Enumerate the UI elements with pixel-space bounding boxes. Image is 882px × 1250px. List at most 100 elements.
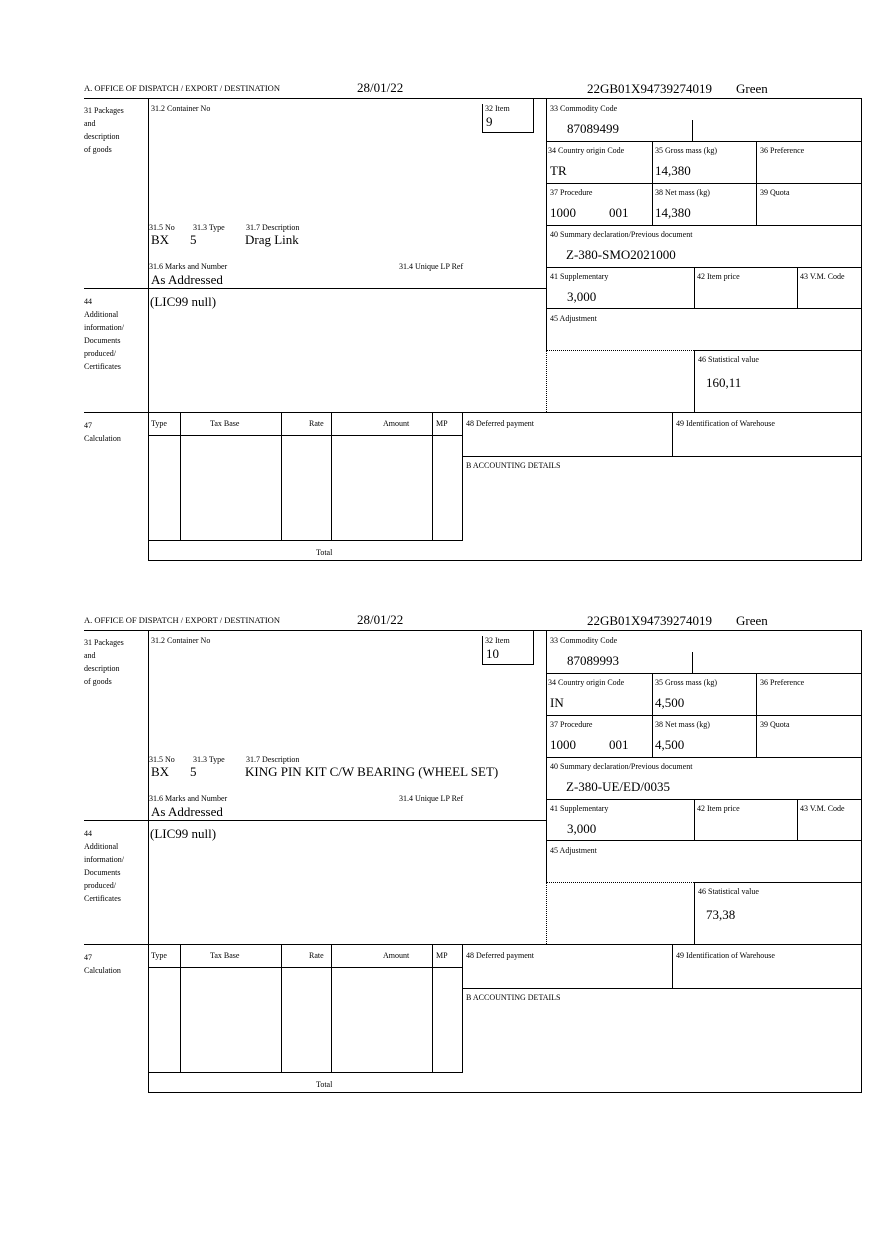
no-label: 31.5 No [149, 223, 175, 232]
box-31-label: 31 Packages and description of goods [84, 104, 124, 156]
type-label: 31.3 Type [193, 223, 225, 232]
declaration-item-form: A. OFFICE OF DISPATCH / EXPORT / DESTINA… [0, 0, 882, 561]
unique-ref-label: 31.4 Unique LP Ref [399, 262, 464, 271]
box-44-label: 44 Additional information/ Documents pro… [84, 295, 124, 373]
total-label: Total [316, 548, 333, 557]
supplementary: 3,000 [567, 289, 597, 304]
declaration-item-form: A. OFFICE OF DISPATCH / EXPORT / DESTINA… [0, 532, 882, 1093]
quota-label: 39 Quota [760, 188, 790, 197]
calc-col-mp: MP [436, 419, 448, 428]
date: 28/01/22 [357, 612, 404, 627]
calc-col-rate: Rate [309, 419, 324, 428]
deferred-label: 48 Deferred payment [466, 951, 534, 960]
label-line: information/ [84, 855, 124, 864]
container-label: 31.2 Container No [151, 104, 211, 113]
warehouse-label: 49 Identification of Warehouse [676, 951, 775, 960]
commodity-label: 33 Commodity Code [550, 104, 618, 113]
summary-label: 40 Summary declaration/Previous document [550, 762, 693, 771]
office-label: A. OFFICE OF DISPATCH / EXPORT / DESTINA… [84, 83, 280, 93]
label-line: 31 Packages [84, 106, 124, 115]
commodity-code: 87089499 [567, 121, 619, 136]
quota-label: 39 Quota [760, 720, 790, 729]
previous-document: Z-380-UE/ED/0035 [566, 779, 670, 794]
package-kind: BX [151, 764, 170, 779]
deferred-label: 48 Deferred payment [466, 419, 534, 428]
gross-mass-label: 35 Gross mass (kg) [655, 146, 717, 155]
procedure-extra: 001 [609, 205, 629, 220]
label-line: Documents [84, 868, 121, 877]
statistical-value: 73,38 [706, 907, 736, 922]
adjustment-label: 45 Adjustment [550, 314, 597, 323]
unique-ref-label: 31.4 Unique LP Ref [399, 794, 464, 803]
supplementary-label: 41 Supplementary [550, 804, 609, 813]
label-line: Calculation [84, 966, 121, 975]
label-line: 31 Packages [84, 638, 124, 647]
calc-col-amount: Amount [383, 951, 410, 960]
commodity-label: 33 Commodity Code [550, 636, 618, 645]
label-line: Certificates [84, 894, 121, 903]
box-47-label: 47 Calculation [84, 419, 121, 445]
item-price-label: 42 Item price [697, 804, 740, 813]
route: Green [736, 613, 768, 628]
calc-col-type: Type [151, 951, 167, 960]
label-line: produced/ [84, 881, 116, 890]
item-value: 10 [486, 646, 499, 661]
label-line: 47 [84, 953, 92, 962]
label-line: Additional [84, 842, 119, 851]
box-44-label: 44 Additional information/ Documents pro… [84, 827, 124, 905]
country-label: 34 Country origin Code [548, 146, 625, 155]
label-line: and [84, 651, 96, 660]
type-label: 31.3 Type [193, 755, 225, 764]
country-origin: TR [550, 163, 567, 178]
adjustment-label: 45 Adjustment [550, 846, 597, 855]
package-count: 5 [190, 764, 197, 779]
warehouse-label: 49 Identification of Warehouse [676, 419, 775, 428]
net-mass-label: 38 Net mass (kg) [655, 720, 710, 729]
package-count: 5 [190, 232, 197, 247]
country-origin: IN [550, 695, 564, 710]
statistical-label: 46 Statistical value [698, 887, 759, 896]
label-line: Calculation [84, 434, 121, 443]
item-value: 9 [486, 114, 493, 129]
label-line: of goods [84, 677, 112, 686]
additional-info: (LIC99 null) [150, 294, 217, 309]
label-line: Documents [84, 336, 121, 345]
goods-description: KING PIN KIT C/W BEARING (WHEEL SET) [245, 764, 499, 779]
commodity-code: 87089993 [567, 653, 619, 668]
procedure-label: 37 Procedure [550, 188, 593, 197]
calc-col-amount: Amount [383, 419, 410, 428]
supplementary: 3,000 [567, 821, 597, 836]
item-label: 32 Item [485, 636, 510, 645]
statistical-label: 46 Statistical value [698, 355, 759, 364]
calc-col-tax-base: Tax Base [210, 951, 240, 960]
procedure: 1000 [550, 737, 576, 752]
gross-mass: 14,380 [655, 163, 691, 178]
label-line: 44 [84, 297, 92, 306]
package-kind: BX [151, 232, 170, 247]
preference-label: 36 Preference [760, 678, 805, 687]
office-label: A. OFFICE OF DISPATCH / EXPORT / DESTINA… [84, 615, 280, 625]
accounting-label: B ACCOUNTING DETAILS [466, 461, 561, 470]
total-label: Total [316, 1080, 333, 1089]
country-label: 34 Country origin Code [548, 678, 625, 687]
net-mass: 4,500 [655, 737, 685, 752]
gross-mass-label: 35 Gross mass (kg) [655, 678, 717, 687]
marks-value: As Addressed [151, 804, 223, 819]
label-line: description [84, 664, 120, 673]
procedure: 1000 [550, 205, 576, 220]
marks-value: As Addressed [151, 272, 223, 287]
additional-info: (LIC99 null) [150, 826, 217, 841]
description-label: 31.7 Description [246, 755, 300, 764]
box-31-label: 31 Packages and description of goods [84, 636, 124, 688]
item-label: 32 Item [485, 104, 510, 113]
marks-label: 31.6 Marks and Number [149, 794, 228, 803]
calc-col-tax-base: Tax Base [210, 419, 240, 428]
label-line: 47 [84, 421, 92, 430]
procedure-extra: 001 [609, 737, 629, 752]
previous-document: Z-380-SMO2021000 [566, 247, 676, 262]
calc-col-type: Type [151, 419, 167, 428]
vm-code-label: 43 V.M. Code [800, 272, 845, 281]
label-line: produced/ [84, 349, 116, 358]
no-label: 31.5 No [149, 755, 175, 764]
calc-col-rate: Rate [309, 951, 324, 960]
